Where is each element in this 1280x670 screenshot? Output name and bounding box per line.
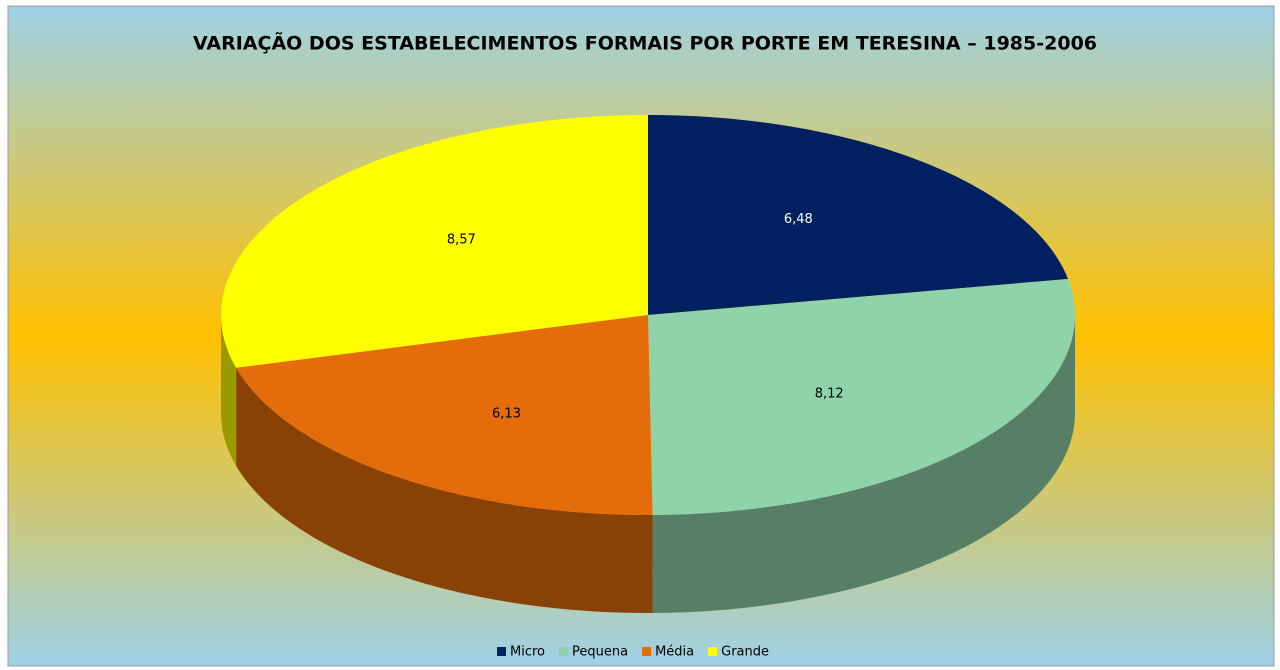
legend-label: Média <box>655 645 694 660</box>
slice <box>648 115 1069 315</box>
legend-swatch <box>708 647 718 656</box>
slice <box>648 278 1075 515</box>
legend-label: Grande <box>721 645 769 660</box>
chart-title: VARIAÇÃO DOS ESTABELECIMENTOS FORMAIS PO… <box>193 31 1097 55</box>
slice <box>236 315 653 515</box>
legend-label: Micro <box>510 645 545 660</box>
legend-swatch <box>497 647 506 656</box>
data-label: 8,12 <box>815 386 844 401</box>
data-label: 6,48 <box>784 212 813 227</box>
legend-label: Pequena <box>572 645 628 660</box>
legend-swatch <box>559 647 568 656</box>
slice-side <box>221 315 237 466</box>
legend-swatch <box>642 647 652 656</box>
data-label: 6,13 <box>492 406 521 421</box>
slice <box>221 115 649 368</box>
slice-side <box>236 367 653 613</box>
data-label: 8,57 <box>447 232 476 247</box>
slice-side <box>652 315 1075 613</box>
